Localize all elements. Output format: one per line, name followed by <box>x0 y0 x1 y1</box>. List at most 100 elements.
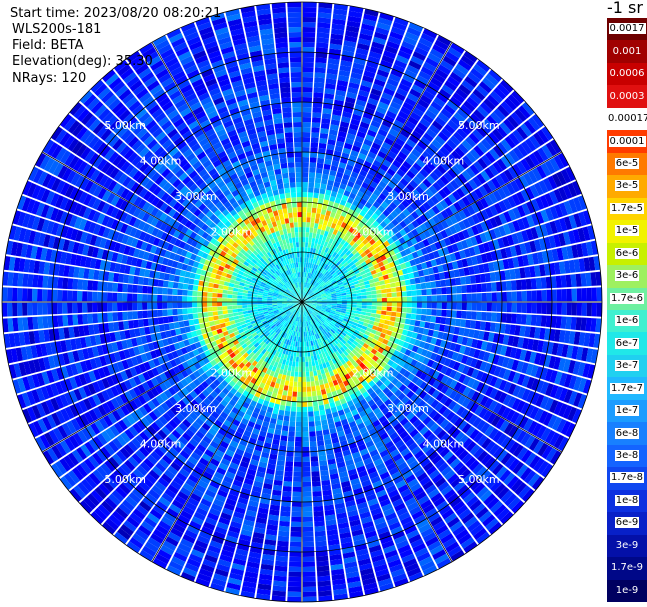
ppi-cell <box>318 272 323 278</box>
ppi-cell <box>291 396 297 402</box>
ppi-cell <box>487 240 495 251</box>
ppi-cell <box>332 264 338 271</box>
ppi-cell <box>318 218 324 225</box>
ppi-cell <box>282 491 292 497</box>
ppi-cell <box>331 28 345 36</box>
ppi-cell <box>329 287 335 292</box>
ppi-cell <box>341 259 347 266</box>
ppi-cell <box>302 516 313 522</box>
ppi-cell <box>439 146 450 157</box>
ppi-cell <box>309 162 317 168</box>
ppi-cell <box>386 288 392 293</box>
ppi-cell <box>428 185 438 195</box>
ppi-cell <box>329 244 335 250</box>
ppi-cell <box>334 94 345 102</box>
ppi-cell <box>331 207 338 214</box>
ppi-cell <box>379 265 386 272</box>
ppi-cell <box>314 420 322 427</box>
ppi-cell <box>332 245 338 252</box>
ppi-cell <box>407 231 415 240</box>
ppi-cell <box>526 290 532 302</box>
ppi-cell <box>308 273 312 279</box>
ppi-cell <box>350 204 357 211</box>
ppi-cell <box>304 277 306 283</box>
ppi-cell <box>466 227 475 237</box>
ppi-cell <box>343 142 353 150</box>
ppi-cell <box>343 190 351 197</box>
ppi-cell <box>319 133 329 139</box>
ppi-cell <box>375 155 385 164</box>
ppi-cell <box>435 280 442 288</box>
ppi-cell <box>317 239 322 245</box>
ppi-cell <box>520 123 532 137</box>
ppi-cell <box>496 302 502 312</box>
ppi-cell <box>427 208 436 218</box>
ppi-cell <box>307 242 312 248</box>
ppi-cell <box>449 71 463 84</box>
ppi-cell <box>308 290 312 295</box>
ppi-cell <box>555 275 562 288</box>
ppi-cell <box>379 146 389 155</box>
ppi-cell <box>330 233 336 240</box>
ppi-cell <box>314 415 321 422</box>
ppi-cell <box>474 234 483 245</box>
ppi-cell <box>420 247 428 255</box>
ppi-cell <box>302 571 316 577</box>
ppi-cell <box>302 386 307 392</box>
ppi-cell <box>384 279 390 285</box>
ppi-cell <box>534 182 544 196</box>
ppi-cell <box>302 521 314 527</box>
ppi-cell <box>516 191 526 204</box>
ppi-cell <box>361 292 367 296</box>
ppi-cell <box>402 160 412 170</box>
ppi-cell <box>316 277 321 283</box>
ppi-cell <box>454 162 465 173</box>
ppi-cell <box>466 116 479 129</box>
ppi-cell <box>316 244 321 250</box>
ppi-cell <box>285 375 290 381</box>
ppi-cell <box>512 146 524 160</box>
ppi-cell <box>324 289 330 293</box>
ppi-cell <box>279 440 287 447</box>
ppi-cell <box>326 144 335 151</box>
ppi-cell <box>375 74 388 83</box>
ppi-cell <box>312 365 317 372</box>
ppi-cell <box>328 238 334 244</box>
ppi-cell <box>324 253 330 259</box>
ppi-cell <box>283 476 293 482</box>
ppi-cell <box>570 317 577 330</box>
ppi-cell <box>555 316 562 329</box>
ppi-cell <box>312 280 316 286</box>
ppi-cell <box>331 257 337 263</box>
ppi-cell <box>333 8 348 16</box>
ppi-cell <box>306 217 311 223</box>
ppi-cell <box>332 186 339 193</box>
ppi-cell <box>506 115 519 129</box>
ppi-cell <box>422 201 432 211</box>
ppi-cell <box>596 302 602 317</box>
ppi-cell <box>412 107 424 118</box>
ppi-cell <box>492 128 504 141</box>
ppi-cell <box>596 287 602 302</box>
ppi-cell <box>553 155 565 170</box>
ppi-cell <box>354 52 368 61</box>
ppi-cell <box>360 288 367 293</box>
ppi-cell <box>314 223 319 229</box>
ppi-cell <box>383 233 391 240</box>
ppi-cell <box>275 560 288 567</box>
ppi-cell <box>383 217 391 225</box>
ppi-cell <box>461 258 469 268</box>
ppi-cell <box>305 295 310 299</box>
ppi-cell <box>305 361 309 367</box>
ppi-cell <box>361 23 375 32</box>
ppi-cell <box>361 181 370 190</box>
ppi-cell <box>302 37 315 43</box>
ppi-cell <box>342 111 352 119</box>
ppi-cell <box>560 275 567 288</box>
ppi-cell <box>317 249 322 256</box>
ppi-cell <box>508 149 520 163</box>
ppi-cell <box>541 144 553 159</box>
ppi-cell <box>310 258 314 264</box>
ppi-cell <box>312 486 322 492</box>
ppi-cell <box>432 266 439 274</box>
